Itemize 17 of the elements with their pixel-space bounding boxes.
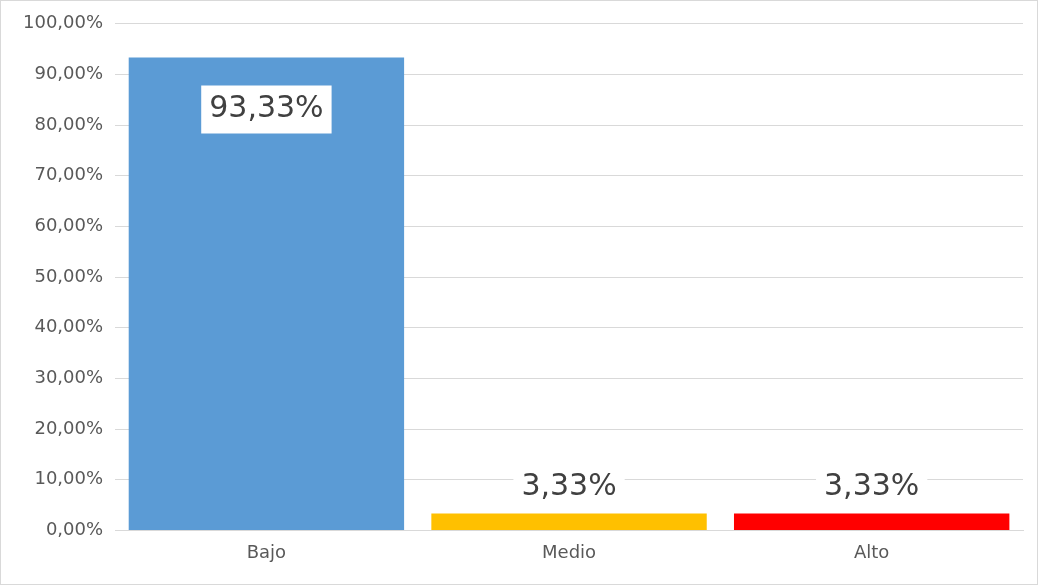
- y-tick-label: 50,00%: [34, 264, 104, 286]
- y-tick-label: 0,00%: [45, 518, 104, 540]
- y-tick-label: 40,00%: [34, 315, 104, 337]
- data-label: 93,33%: [209, 89, 324, 125]
- y-tick-label: 80,00%: [34, 112, 104, 134]
- y-tick-label: 30,00%: [34, 366, 104, 388]
- y-tick-label: 60,00%: [34, 214, 104, 236]
- x-tick-label: Bajo: [246, 540, 287, 562]
- data-label: 3,33%: [521, 467, 617, 503]
- data-label: 3,33%: [824, 467, 920, 503]
- y-tick-label: 20,00%: [34, 416, 104, 438]
- y-tick-label: 10,00%: [34, 467, 104, 489]
- y-tick-label: 100,00%: [22, 11, 104, 33]
- y-tick-label: 70,00%: [34, 163, 104, 185]
- x-tick-label: Alto: [853, 540, 890, 562]
- x-tick-label: Medio: [542, 540, 597, 562]
- y-tick-label: 90,00%: [34, 62, 104, 84]
